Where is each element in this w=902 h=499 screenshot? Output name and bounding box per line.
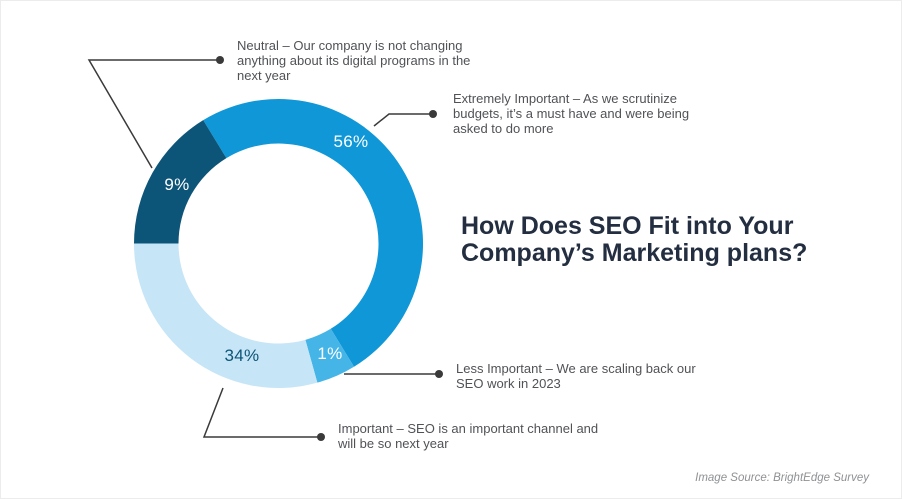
connector-extremely-important bbox=[373, 110, 437, 127]
annotation-less-important: Less Important – We are scaling back our… bbox=[456, 361, 696, 391]
chart-title-line2: Company’s Marketing plans? bbox=[461, 239, 808, 267]
annotation-neutral-line2: anything about its digital programs in t… bbox=[237, 53, 471, 68]
annotation-neutral: Neutral – Our company is not changing an… bbox=[237, 38, 470, 83]
connector-neutral-dot bbox=[216, 56, 224, 64]
connector-extremely-important-dot bbox=[429, 110, 437, 118]
chart-title-line1: How Does SEO Fit into Your bbox=[461, 212, 794, 240]
annotation-less-important-line2: SEO work in 2023 bbox=[456, 376, 561, 391]
annotation-extremely-important-line2: budgets, it’s a must have and were being bbox=[453, 106, 690, 121]
pct-label-extremely-important: 56% bbox=[333, 132, 369, 151]
annotation-important-line2: will be so next year bbox=[338, 436, 449, 451]
pct-label-important: 34% bbox=[224, 346, 260, 365]
annotation-important: Important – SEO is an important channel … bbox=[338, 421, 598, 451]
annotation-extremely-important-line3: asked to do more bbox=[453, 121, 554, 136]
connector-less-important-dot bbox=[435, 370, 443, 378]
connector-neutral-line bbox=[87, 59, 220, 169]
annotation-neutral-line3: next year bbox=[237, 68, 291, 83]
pct-label-less-important: 1% bbox=[317, 344, 343, 363]
annotation-neutral-line1: Neutral – Our company is not changing bbox=[237, 38, 463, 53]
donut-segment-important bbox=[134, 243, 318, 388]
connector-important-line bbox=[202, 387, 321, 438]
image-source-credit: Image Source: BrightEdge Survey bbox=[695, 472, 869, 484]
connector-important bbox=[202, 387, 325, 441]
annotation-extremely-important: Extremely Important – As we scrutinize b… bbox=[453, 91, 689, 136]
donut-segment-less-important bbox=[305, 328, 355, 383]
annotation-less-important-line1: Less Important – We are scaling back our bbox=[456, 361, 696, 376]
annotation-extremely-important-line1: Extremely Important – As we scrutinize bbox=[453, 91, 677, 106]
donut-segment-extremely-important bbox=[203, 98, 424, 367]
donut-segment-neutral bbox=[134, 120, 227, 244]
chart-title: How Does SEO Fit into Your Company’s Mar… bbox=[461, 213, 807, 267]
connector-neutral bbox=[87, 56, 224, 169]
annotation-important-line1: Important – SEO is an important channel … bbox=[338, 421, 599, 436]
connector-extremely-important-line bbox=[373, 113, 433, 127]
connector-less-important bbox=[344, 370, 443, 378]
connector-important-dot bbox=[317, 433, 325, 441]
pct-label-neutral: 9% bbox=[164, 175, 190, 194]
